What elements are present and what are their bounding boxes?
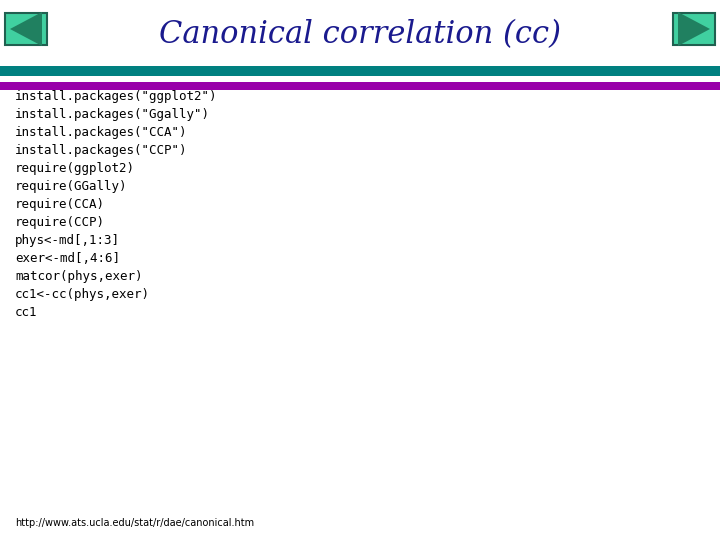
Bar: [5, 13, 47, 45]
Bar: [0, 82, 720, 90]
Bar: [0, 66, 720, 76]
Polygon shape: [678, 12, 710, 46]
Text: install.packages("ggplot2"): install.packages("ggplot2"): [15, 90, 217, 103]
Text: install.packages("Ggally"): install.packages("Ggally"): [15, 108, 210, 121]
Text: phys<-md[,1:3]: phys<-md[,1:3]: [15, 234, 120, 247]
Polygon shape: [10, 12, 42, 46]
Text: matcor(phys,exer): matcor(phys,exer): [15, 270, 143, 283]
Bar: [673, 13, 715, 45]
Text: require(CCA): require(CCA): [15, 198, 105, 211]
Text: cc1<-cc(phys,exer): cc1<-cc(phys,exer): [15, 288, 150, 301]
Text: require(CCP): require(CCP): [15, 216, 105, 229]
Text: exer<-md[,4:6]: exer<-md[,4:6]: [15, 252, 120, 265]
Text: install.packages("CCA"): install.packages("CCA"): [15, 126, 187, 139]
Text: Canonical correlation (cc): Canonical correlation (cc): [159, 19, 561, 51]
Text: cc1: cc1: [15, 306, 37, 319]
Text: require(ggplot2): require(ggplot2): [15, 162, 135, 175]
Text: http://www.ats.ucla.edu/stat/r/dae/canonical.htm: http://www.ats.ucla.edu/stat/r/dae/canon…: [15, 518, 254, 528]
Text: install.packages("CCP"): install.packages("CCP"): [15, 144, 187, 157]
Bar: [0, 76, 720, 80]
Text: require(GGally): require(GGally): [15, 180, 127, 193]
